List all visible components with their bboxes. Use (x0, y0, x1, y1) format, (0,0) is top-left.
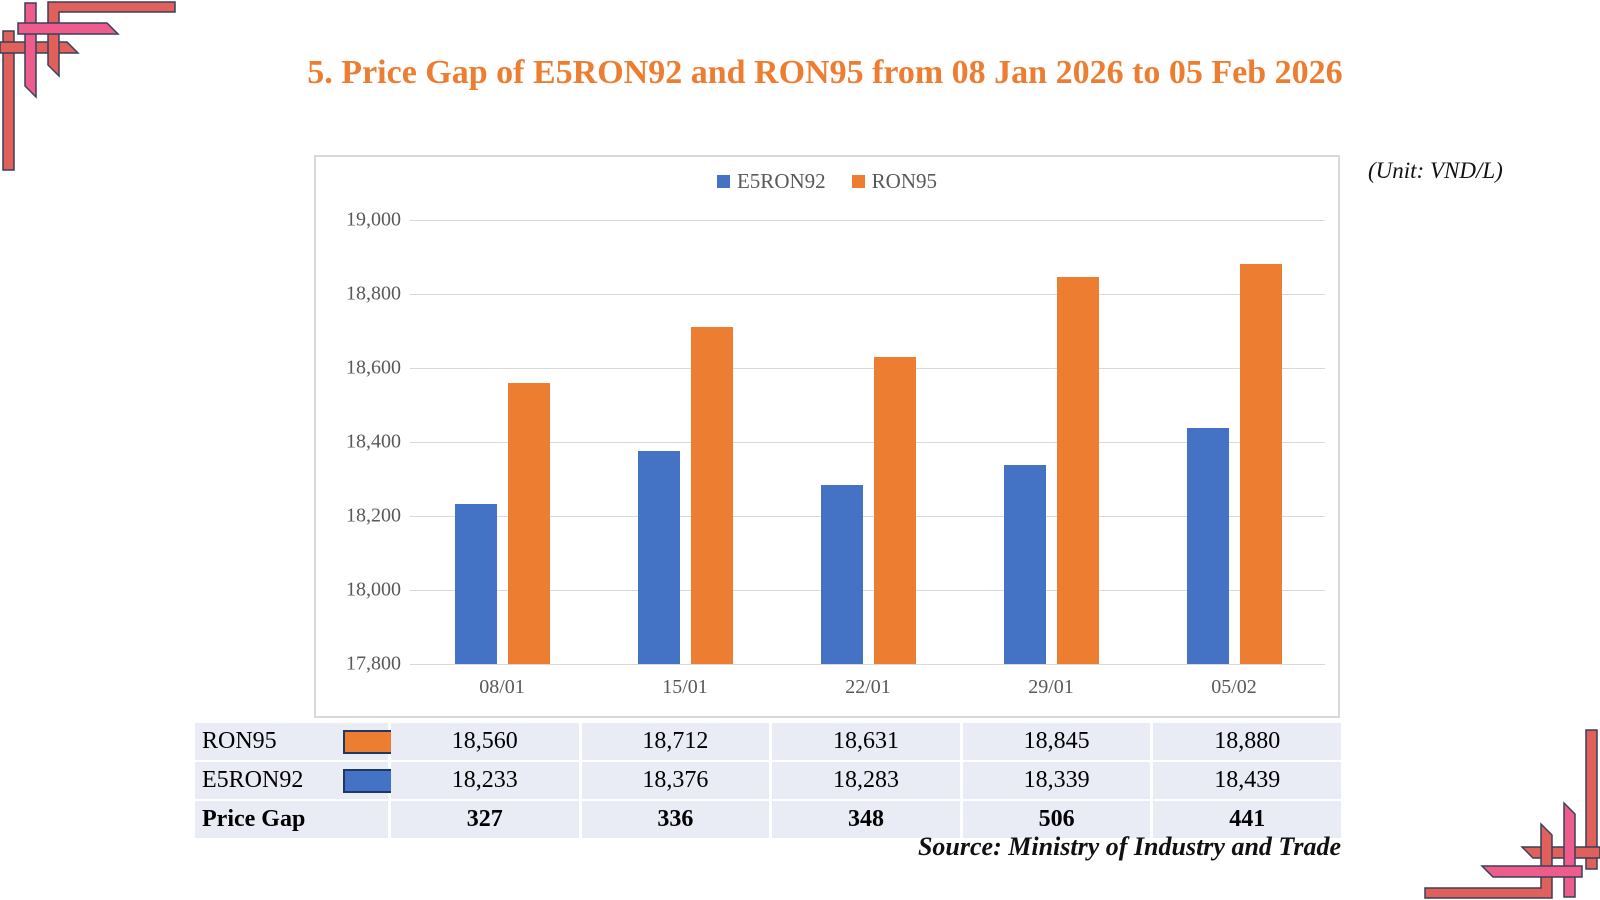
gridline (410, 590, 1325, 591)
table-cell: 441 (1153, 801, 1341, 838)
y-axis-tick-label: 18,600 (346, 356, 401, 379)
gridline (410, 294, 1325, 295)
gridline (410, 516, 1325, 517)
table-cell: 327 (391, 801, 579, 838)
y-axis-tick-label: 18,400 (346, 430, 401, 453)
table-swatch-icon (343, 768, 394, 793)
table-row-label: RON95 (195, 723, 394, 760)
bar-e5ron92-22/01 (820, 485, 863, 664)
corner-ornament-bottom-right (1424, 729, 1600, 899)
x-axis-tick-label: 08/01 (479, 676, 525, 698)
legend-item-e5ron92: E5RON92 (716, 169, 826, 194)
table-cell: 506 (962, 801, 1151, 838)
bar-e5ron92-08/01 (454, 503, 497, 664)
legend-label: E5RON92 (736, 169, 826, 193)
bar-ron95-08/01 (507, 382, 550, 664)
corner-ornament-top-left (0, 1, 176, 171)
table-swatch-icon (343, 729, 394, 754)
table-cell: 18,880 (1153, 723, 1341, 760)
table-cell: 18,712 (581, 723, 770, 760)
y-axis-tick-label: 18,000 (346, 578, 401, 601)
bar-e5ron92-15/01 (637, 450, 680, 664)
table-cell: 18,439 (1153, 762, 1341, 799)
table-cell: 18,845 (962, 723, 1151, 760)
gridline (410, 368, 1325, 369)
price-gap-bar-chart: E5RON92 RON95 17,800 18,000 18,200 18,400 18,… (314, 155, 1340, 718)
bar-ron95-22/01 (873, 356, 916, 664)
y-axis-tick-label: 18,800 (346, 282, 401, 305)
bar-ron95-29/01 (1056, 277, 1099, 664)
table-row-label-text: E5RON92 (202, 767, 304, 793)
bar-ron95-05/02 (1239, 264, 1282, 664)
bar-e5ron92-05/02 (1186, 427, 1229, 664)
bar-ron95-15/01 (690, 326, 733, 664)
gridline (410, 442, 1325, 443)
table-cell: 336 (581, 801, 770, 838)
table-cell: 348 (772, 801, 960, 838)
chart-legend: E5RON92 RON95 (316, 169, 1338, 194)
gridline (410, 220, 1325, 221)
legend-swatch-icon (716, 175, 730, 188)
page-title: 5. Price Gap of E5RON92 and RON95 from 0… (307, 54, 1343, 91)
x-axis-tick-label: 29/01 (1028, 676, 1074, 698)
y-axis-tick-label: 19,000 (346, 208, 401, 231)
price-table: RON95 18,560 18,712 18,631 18,845 18,880 E5RON… (195, 723, 1341, 838)
table-row-label: E5RON92 (195, 762, 394, 799)
gridline (410, 664, 1325, 665)
x-axis-tick-label: 05/02 (1211, 676, 1257, 698)
legend-label: RON95 (871, 169, 937, 193)
table-cell: 18,283 (772, 762, 960, 799)
x-axis-tick-label: 15/01 (662, 676, 708, 698)
table-cell: 18,339 (962, 762, 1151, 799)
legend-item-ron95: RON95 (851, 169, 937, 194)
legend-swatch-icon (851, 175, 865, 188)
y-axis-tick-label: 18,200 (346, 504, 401, 527)
table-row-label-text: RON95 (202, 728, 277, 754)
table-row-label-text: Price Gap (202, 806, 306, 832)
table-cell: 18,631 (772, 723, 960, 760)
unit-note: (Unit: VND/L) (1368, 158, 1503, 183)
source-note: Source: Ministry of Industry and Trade (917, 832, 1341, 861)
table-cell: 18,560 (391, 723, 579, 760)
table-cell: 18,233 (391, 762, 579, 799)
bar-e5ron92-29/01 (1003, 464, 1046, 664)
table-row-label: Price Gap (195, 801, 388, 838)
table-cell: 18,376 (581, 762, 770, 799)
y-axis-tick-label: 17,800 (346, 652, 401, 675)
x-axis-tick-label: 22/01 (845, 676, 891, 698)
